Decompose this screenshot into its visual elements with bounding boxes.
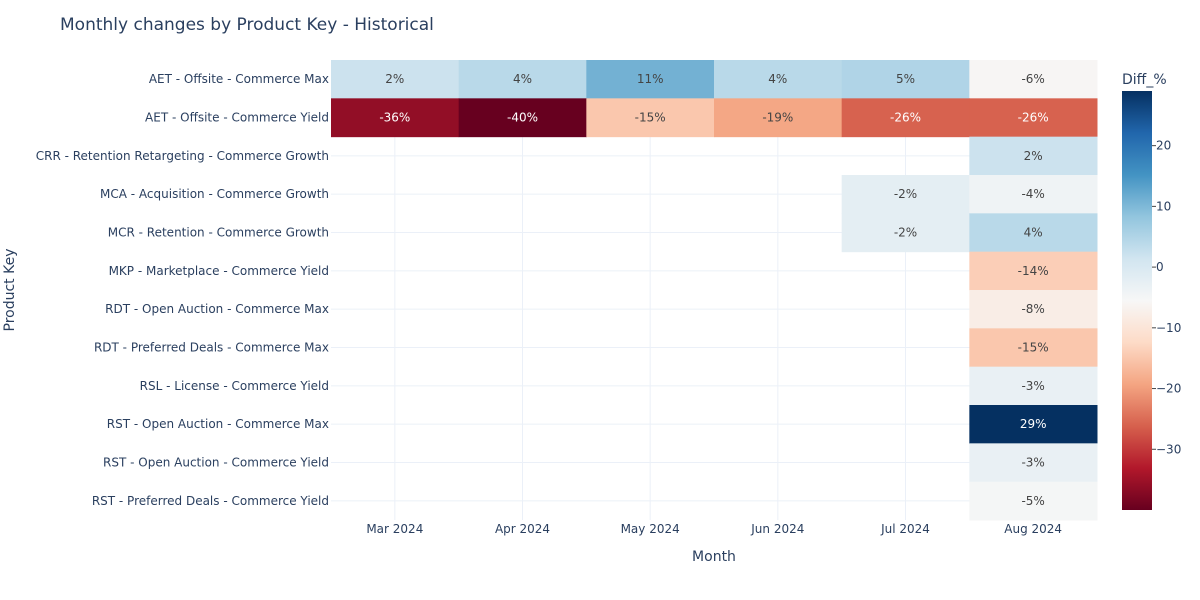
cell-value-label: 2% [385,72,404,86]
cell-value-label: -15% [1018,341,1049,355]
colorbar-tick-label: 10 [1156,199,1171,213]
cell-value-label: -26% [1018,111,1049,125]
x-tick-label: Mar 2024 [366,522,423,536]
cell-value-label: 4% [513,72,532,86]
cell-value-label: 4% [768,72,787,86]
heatmap-cell [841,98,970,138]
cell-value-label: -3% [1021,456,1044,470]
y-tick-label: AET - Offsite - Commerce Max [149,72,329,86]
chart-title: Monthly changes by Product Key - Histori… [60,15,434,35]
x-tick-label: Aug 2024 [1004,522,1062,536]
y-tick-label: RST - Open Auction - Commerce Max [107,417,329,431]
cell-value-label: 5% [896,72,915,86]
y-tick-label: RDT - Open Auction - Commerce Max [105,302,329,316]
cell-value-label: -26% [890,111,921,125]
x-tick-label: Jul 2024 [880,522,930,536]
colorbar-tick-label: −30 [1156,442,1181,456]
heatmap-cell [586,60,715,99]
cell-labels: 2% 4% 11% 4% 5% -6% -36% -40% -15% -19% -26% -26% 2%… [379,72,1048,508]
x-axis-ticks: Mar 2024 Apr 2024 May 2024 Jun 2024 Jul 2024… [366,522,1062,536]
heatmap-cell [969,328,1098,368]
heatmap-cell [969,213,1098,253]
heatmap-cell [969,405,1098,444]
heatmap-cells [331,60,1098,521]
heatmap-cell [586,98,715,138]
x-tick-label: Jun 2024 [750,522,804,536]
cell-value-label: 11% [637,72,664,86]
y-tick-label: RST - Preferred Deals - Commerce Yield [92,494,329,508]
heatmap-cell [969,290,1098,329]
cell-value-label: -40% [507,111,538,125]
heatmap-cell [841,213,970,253]
cell-value-label: -15% [635,111,666,125]
heatmap-cell [969,443,1098,483]
heatmap-cell [714,60,843,99]
colorbar-tick-label: −20 [1156,382,1181,396]
y-axis-title: Product Key [2,249,18,332]
heatmap-cell [841,60,970,99]
colorbar: Diff_% 20 10 0 −10 −20 −30 [1122,72,1181,510]
heatmap-cell [331,98,460,138]
colorbar-tick-label: 20 [1156,139,1171,153]
y-tick-label: AET - Offsite - Commerce Yield [145,111,329,125]
heatmap-cell [841,175,970,214]
heatmap-cell [458,98,587,138]
heatmap-cell [331,60,460,99]
heatmap-cell [969,481,1098,521]
cell-value-label: -2% [894,187,917,201]
cell-value-label: 4% [1024,226,1043,240]
y-tick-label: RSL - License - Commerce Yield [140,379,329,393]
cell-value-label: -3% [1021,379,1044,393]
y-tick-label: RDT - Preferred Deals - Commerce Max [94,341,329,355]
cell-value-label: -2% [894,226,917,240]
cell-value-label: -19% [762,111,793,125]
heatmap-cell [969,251,1098,291]
y-tick-label: MCA - Acquisition - Commerce Growth [100,187,329,201]
cell-value-label: -5% [1021,494,1044,508]
x-tick-label: Apr 2024 [495,522,550,536]
x-tick-label: May 2024 [621,522,680,536]
cell-value-label: -8% [1021,302,1044,316]
y-tick-label: CRR - Retention Retargeting - Commerce G… [36,149,329,163]
x-axis-title: Month [692,549,736,565]
y-axis-ticks: AET - Offsite - Commerce Max AET - Offsit… [36,72,329,508]
cell-value-label: -4% [1021,187,1044,201]
y-tick-label: RST - Open Auction - Commerce Yield [103,456,329,470]
y-tick-label: MKP - Marketplace - Commerce Yield [109,264,329,278]
colorbar-ticks: 20 10 0 −10 −20 −30 [1152,139,1181,456]
colorbar-tick-label: −10 [1156,321,1181,335]
heatmap-cell [458,60,587,99]
colorbar-tick-label: 0 [1156,260,1164,274]
cell-value-label: 29% [1020,417,1047,431]
heatmap-cell [714,98,843,138]
heatmap-cell [969,366,1098,406]
colorbar-gradient [1122,91,1152,510]
cell-value-label: -6% [1021,72,1044,86]
heatmap-cell [969,175,1098,214]
y-tick-label: MCR - Retention - Commerce Growth [108,226,329,240]
cell-value-label: -14% [1018,264,1049,278]
heatmap-cell [969,60,1098,99]
colorbar-title: Diff_% [1122,72,1167,88]
cell-value-label: 2% [1024,149,1043,163]
heatmap-cell [969,98,1098,138]
cell-value-label: -36% [379,111,410,125]
heatmap-cell [969,136,1098,176]
